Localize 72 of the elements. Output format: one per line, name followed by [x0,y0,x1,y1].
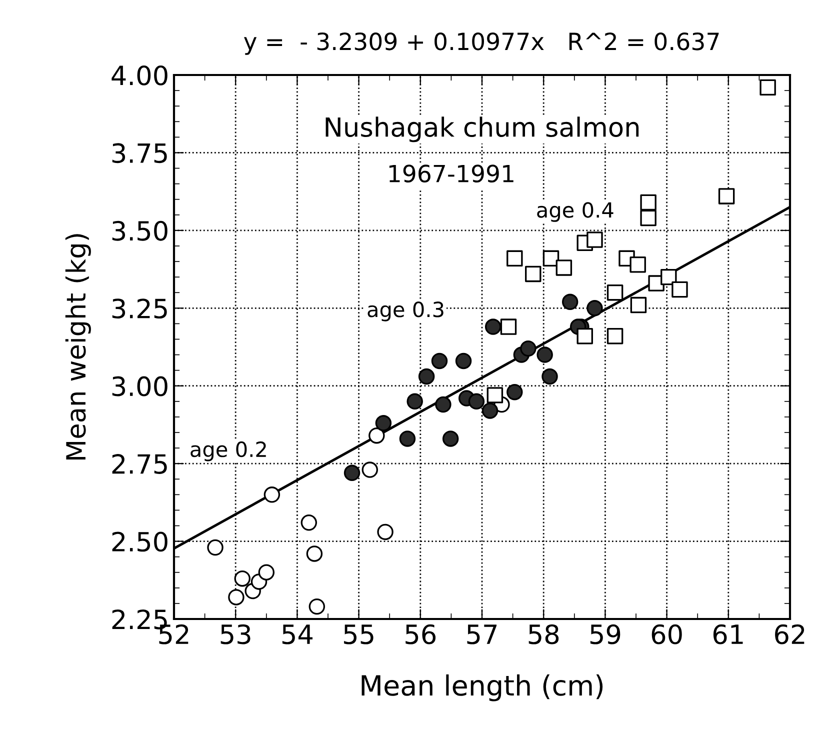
point [300,514,318,531]
chart-title: y = - 3.2309 + 0.10977x R^2 = 0.637 [244,32,719,55]
point [418,368,435,385]
point [431,352,448,370]
point [306,546,323,562]
point [506,250,523,267]
point [576,328,593,344]
x-tick-label: 53 [220,624,250,644]
point [542,250,560,267]
y-axis-title: Mean weight (kg) [65,234,91,460]
point [760,79,776,96]
y-tick-label: 3.50 [112,220,168,241]
point [672,281,688,298]
point [406,393,423,410]
point [455,352,472,370]
x-tick-label: 60 [652,624,682,644]
x-axis-title: Mean length (cm) [362,674,603,702]
point [586,300,603,316]
point [542,368,558,385]
point [399,430,416,447]
point [606,284,624,301]
x-tick-label: 58 [528,624,559,644]
point [482,402,498,419]
series-label: age 0.3 [368,302,444,322]
point [586,232,603,248]
y-tick-label: 3.00 [112,376,168,396]
point [368,427,385,444]
point [258,564,275,580]
point [375,415,392,432]
point [484,318,502,335]
x-tick-label: 56 [406,624,436,644]
point [264,486,280,503]
point [525,266,542,282]
series-label: age 0.2 [190,441,266,462]
point [640,194,656,211]
y-tick-label: 3.25 [112,298,167,319]
point [506,384,523,400]
point [442,430,459,447]
x-tick-label: 55 [344,624,374,644]
x-tick-label: 61 [713,624,743,644]
point [234,570,250,587]
x-tick-label: 57 [467,624,497,644]
point [640,210,656,226]
point [718,188,735,204]
x-tick-label: 54 [282,624,313,644]
point [344,464,360,482]
y-tick-label: 2.75 [112,454,167,474]
x-tick-label: 59 [590,624,620,644]
series-label: age 0.4 [537,202,614,222]
y-tick-label: 3.75 [112,143,167,164]
point [435,396,452,413]
point [500,318,517,335]
point [606,328,624,344]
point [630,296,647,314]
point [520,340,536,357]
point [468,393,485,410]
point [630,256,646,273]
annotation: 1967-1991 [389,164,514,182]
point [377,524,394,540]
point [486,387,504,404]
point [207,539,224,556]
point [562,294,578,310]
point [536,346,553,363]
x-tick-label: 62 [775,624,804,644]
y-tick-label: 2.50 [112,532,168,552]
annotation: Nushagak chum salmon [326,116,639,142]
point [660,268,677,286]
point [362,462,378,478]
point [556,260,572,276]
point [308,598,326,615]
y-tick-label: 4.00 [112,65,168,86]
point [228,589,244,606]
